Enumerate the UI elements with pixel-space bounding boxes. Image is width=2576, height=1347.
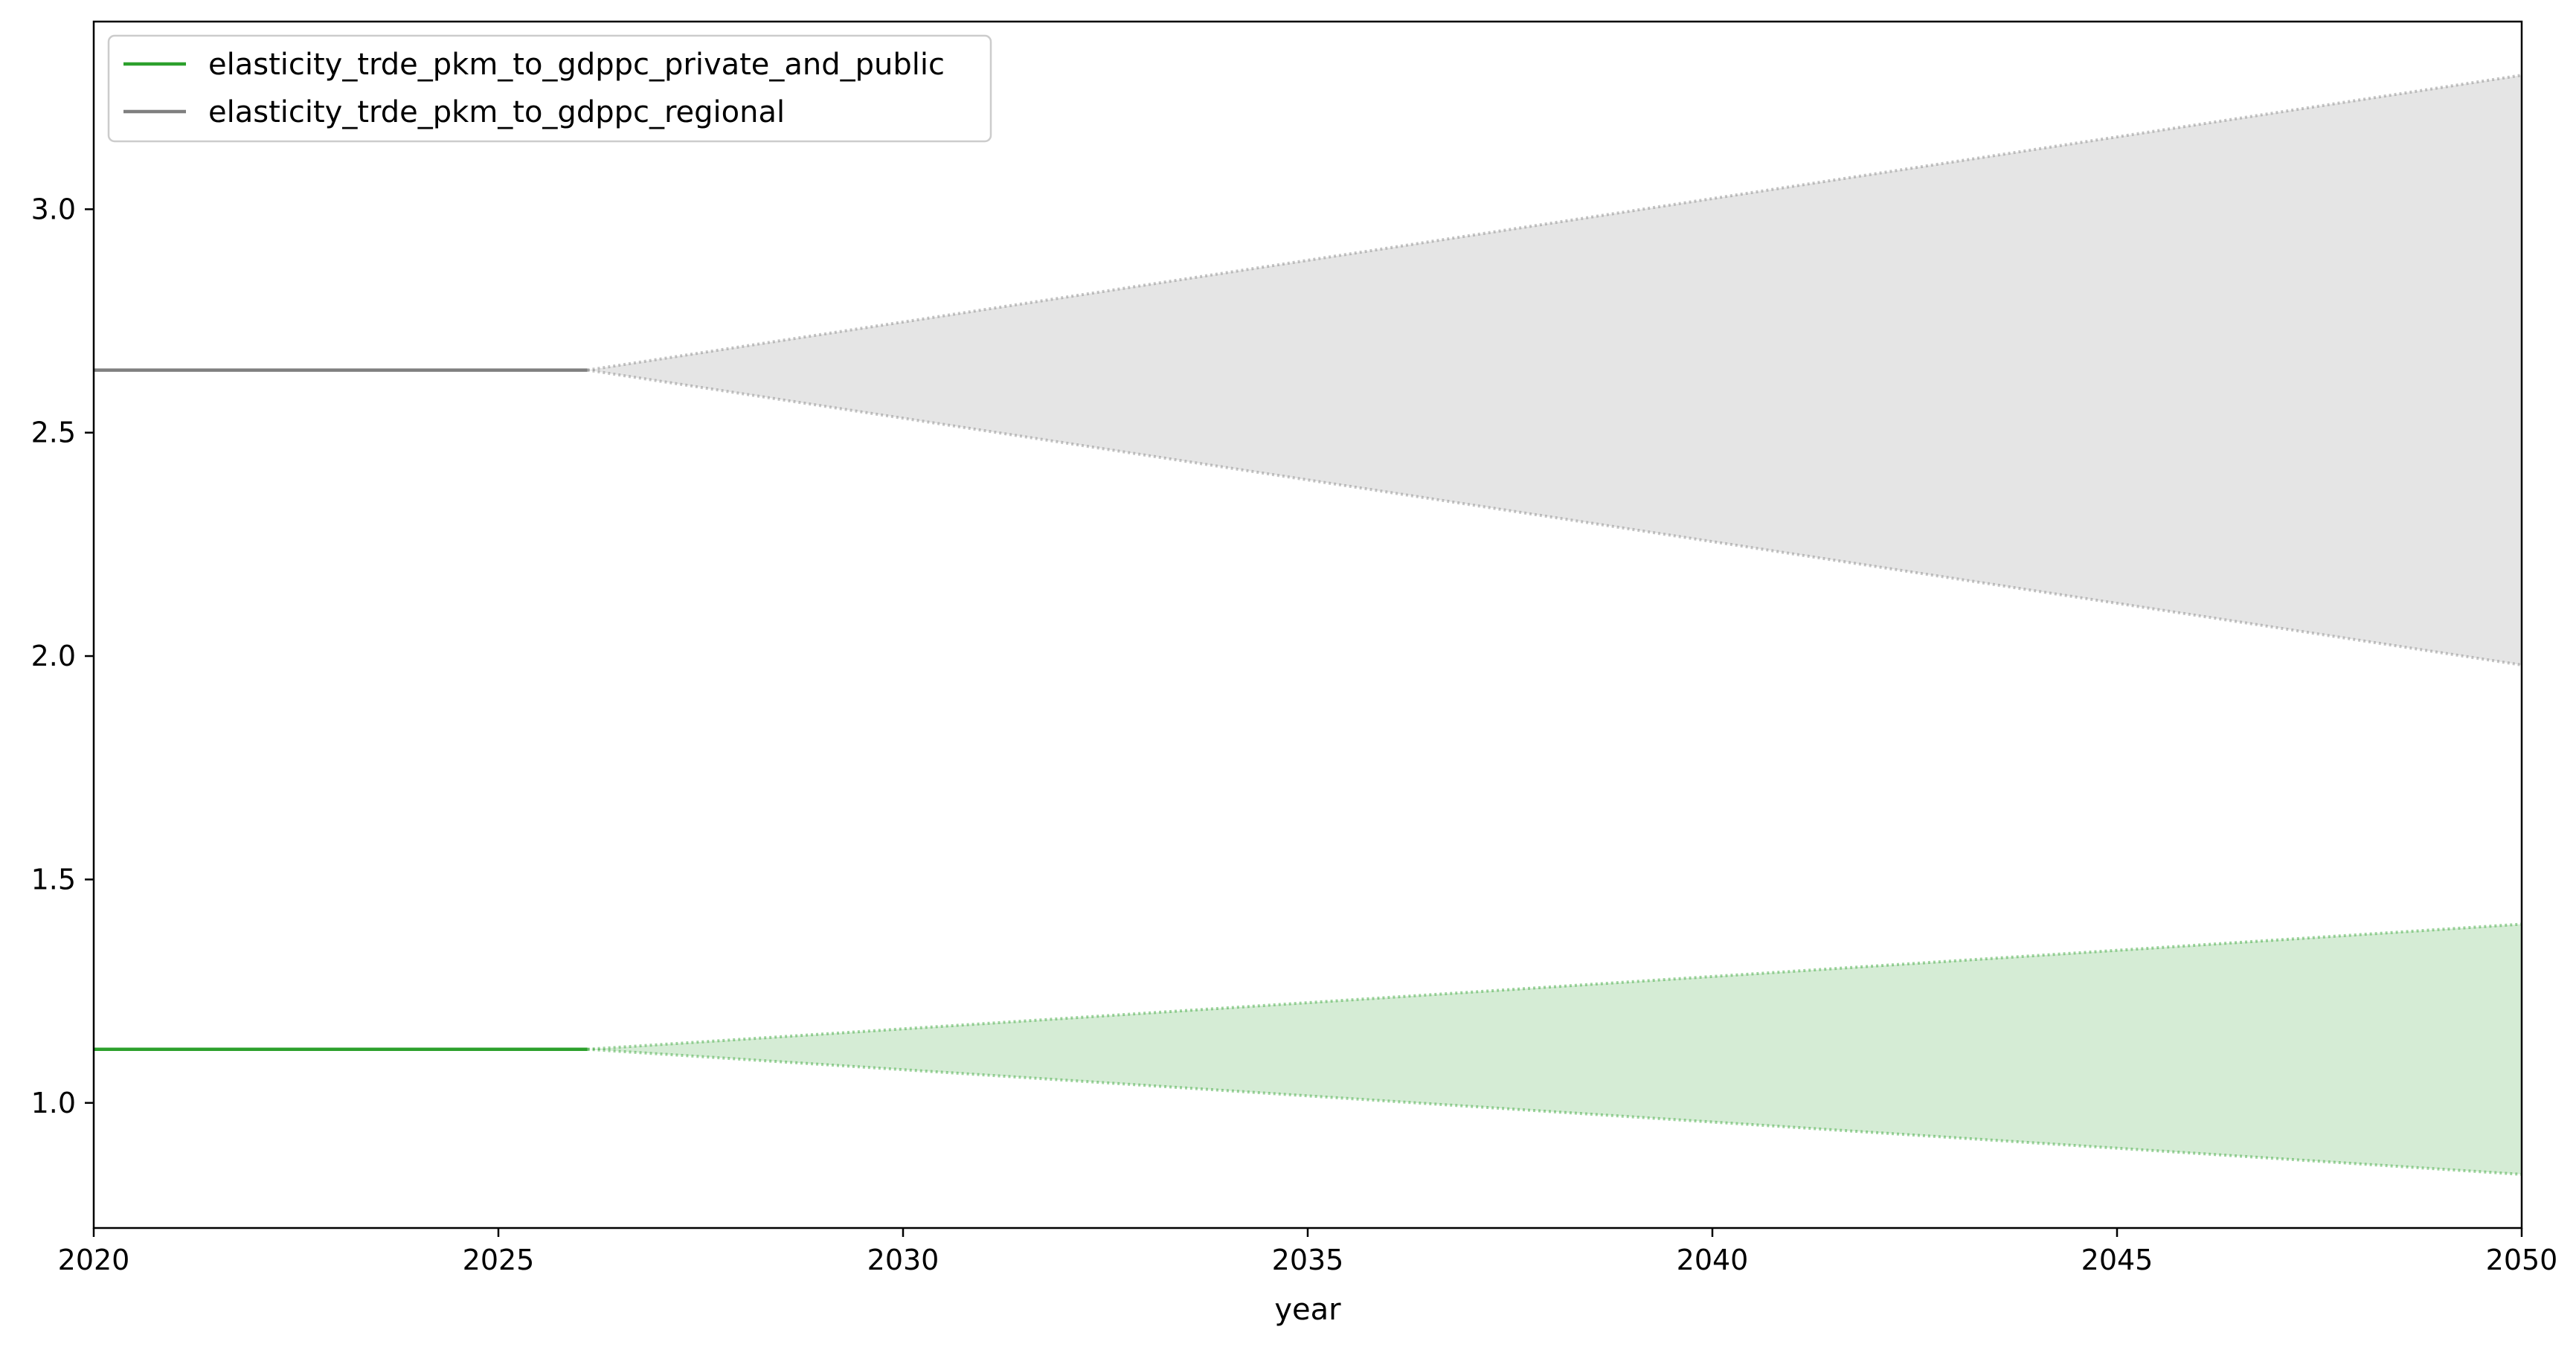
y-tick-label: 2.0 (31, 640, 76, 672)
y-tick-label: 3.0 (31, 193, 76, 225)
x-axis-ticks: 2020 2025 2030 2035 2040 2045 2050 (58, 1228, 2558, 1276)
legend-entries: elasticity_trde_pkm_to_gdppc_private_and… (123, 48, 945, 129)
x-tick-label: 2020 (58, 1244, 130, 1276)
legend-label-1: elasticity_trde_pkm_to_gdppc_regional (208, 95, 785, 129)
y-tick-label: 2.5 (31, 417, 76, 449)
band-fill-1 (587, 75, 2522, 666)
x-tick-label: 2035 (1272, 1244, 1344, 1276)
lines-layer (94, 368, 588, 1051)
legend: elasticity_trde_pkm_to_gdppc_private_and… (107, 34, 992, 143)
band-lower-line-1 (587, 368, 2522, 667)
band-upper-line-1 (587, 74, 2522, 372)
y-axis-ticks: 1.0 1.5 2.0 2.5 3.0 (31, 193, 94, 1119)
x-tick-label: 2040 (1677, 1244, 1749, 1276)
band-upper-line-0 (587, 922, 2522, 1051)
x-tick-label: 2025 (463, 1244, 535, 1276)
bands-layer (587, 74, 2522, 1176)
legend-label-0: elasticity_trde_pkm_to_gdppc_private_and… (208, 48, 945, 82)
band-lower-line-0 (587, 1047, 2522, 1176)
x-axis-label: year (1274, 1293, 1341, 1327)
legend-box (107, 34, 992, 143)
y-tick-label: 1.5 (31, 863, 76, 896)
band-fill-0 (587, 924, 2522, 1174)
x-tick-label: 2050 (2486, 1244, 2558, 1276)
x-tick-label: 2030 (867, 1244, 939, 1276)
x-tick-label: 2045 (2081, 1244, 2153, 1276)
y-tick-label: 1.0 (31, 1087, 76, 1119)
